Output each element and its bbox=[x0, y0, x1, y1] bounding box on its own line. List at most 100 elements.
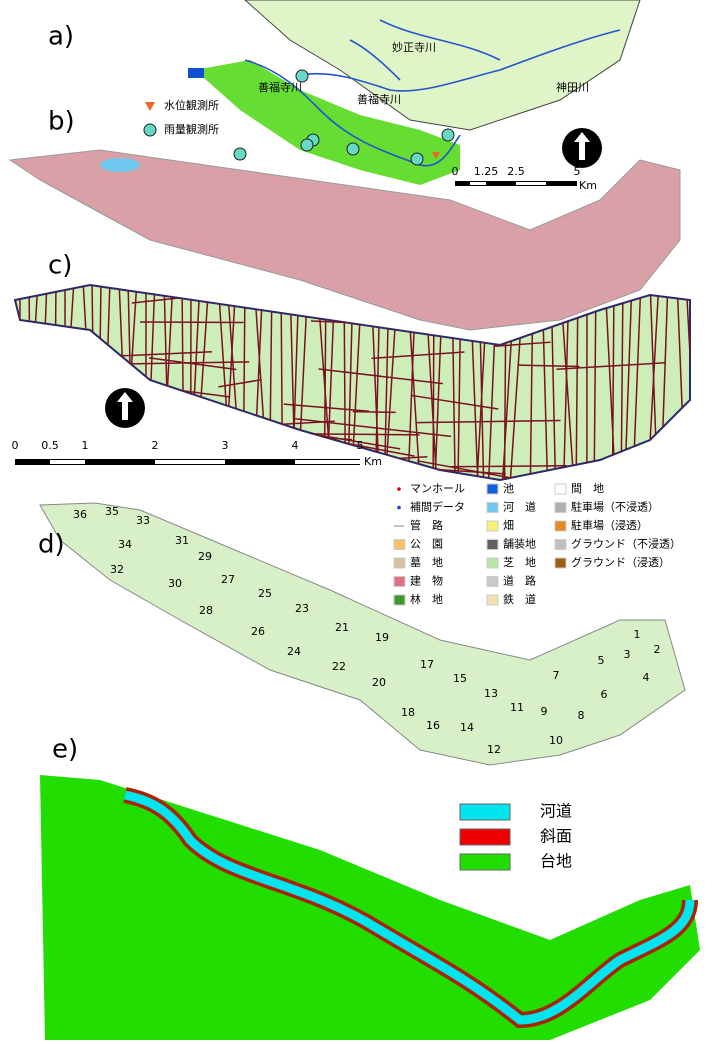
subcatchment-id: 36 bbox=[73, 508, 87, 521]
scale-label: 1.25 bbox=[474, 165, 499, 178]
legend-label: 芝 地 bbox=[503, 556, 536, 569]
pipe bbox=[35, 340, 94, 352]
legend-label: 鉄 道 bbox=[503, 592, 536, 606]
legend-label: 台地 bbox=[540, 852, 572, 871]
legend-symbol bbox=[555, 558, 566, 568]
page: a)b)c)d)e)妙正寺川善福寺川善福寺川神田川水位観測所雨量観測所01.25… bbox=[0, 0, 715, 1044]
subcatchment-id: 1 bbox=[634, 628, 641, 641]
legend-label: 間 地 bbox=[571, 482, 604, 495]
subcatchment-id: 15 bbox=[453, 672, 467, 685]
legend-symbol bbox=[144, 124, 156, 136]
panel-label: e) bbox=[52, 735, 78, 765]
legend-label: 墓 地 bbox=[410, 556, 443, 569]
legend-label: 河 道 bbox=[503, 500, 536, 514]
scale-label: 3 bbox=[222, 439, 229, 452]
panel-label: c) bbox=[48, 251, 72, 281]
legend-symbol bbox=[555, 484, 566, 494]
scale-label: 0.5 bbox=[41, 439, 59, 452]
legend-label: 駐車場（浸透） bbox=[571, 518, 648, 532]
subcatchment-id: 7 bbox=[553, 669, 560, 682]
subcatchment-id: 10 bbox=[549, 734, 563, 747]
legend-symbol bbox=[487, 577, 498, 587]
scale-label: 2.5 bbox=[507, 165, 525, 178]
subcatchment-id: 34 bbox=[118, 538, 132, 551]
river-name: 妙正寺川 bbox=[392, 40, 436, 54]
legend-label: 斜面 bbox=[540, 827, 572, 846]
legend-symbol bbox=[394, 540, 405, 550]
legend-symbol bbox=[555, 503, 566, 513]
legend-label: 公 園 bbox=[410, 538, 443, 551]
legend-label: 水位観測所 bbox=[164, 98, 219, 112]
legend-label: 畑 bbox=[503, 519, 514, 532]
subcatchment-id: 2 bbox=[654, 643, 661, 656]
pipe bbox=[353, 412, 396, 413]
pipe bbox=[316, 317, 362, 318]
legend-symbol bbox=[460, 854, 510, 870]
legend-label: 建 物 bbox=[410, 574, 443, 588]
pipe bbox=[51, 427, 135, 432]
legend-label: 林 地 bbox=[410, 592, 443, 606]
panel-e-map bbox=[40, 775, 700, 1040]
subcatchment-id: 31 bbox=[175, 534, 189, 547]
legend-symbol bbox=[555, 540, 566, 550]
scale-label: 0 bbox=[452, 165, 459, 178]
scale-unit: Km bbox=[579, 179, 597, 192]
subcatchment-id: 4 bbox=[643, 671, 650, 684]
river-name: 神田川 bbox=[556, 80, 589, 94]
legend-symbol bbox=[487, 540, 498, 550]
legend-label: 道 路 bbox=[503, 574, 536, 588]
legend-symbol bbox=[487, 595, 498, 605]
subcatchment-id: 9 bbox=[541, 705, 548, 718]
subcatchment-id: 19 bbox=[375, 631, 389, 644]
subcatchment-id: 6 bbox=[601, 688, 608, 701]
scale-label: 4 bbox=[292, 439, 299, 452]
subcatchment-id: 32 bbox=[110, 563, 124, 576]
subcatchment-id: 24 bbox=[287, 645, 301, 658]
legend-symbol bbox=[394, 577, 405, 587]
legend-symbol bbox=[145, 102, 155, 111]
legend-symbol bbox=[397, 506, 401, 510]
legend-label: 管 路 bbox=[410, 518, 443, 532]
subcatchment-id: 33 bbox=[136, 514, 150, 527]
subcatchment-id: 28 bbox=[199, 604, 213, 617]
subcatchment-id: 12 bbox=[487, 743, 501, 756]
subcatchment-id: 5 bbox=[598, 654, 605, 667]
subcatchment-id: 23 bbox=[295, 602, 309, 615]
legend-symbol bbox=[487, 503, 498, 513]
pipe bbox=[450, 466, 567, 467]
subcatchment-id: 11 bbox=[510, 701, 524, 714]
scale-label: 5 bbox=[574, 165, 581, 178]
scale-label: 1 bbox=[82, 439, 89, 452]
pipe bbox=[344, 280, 345, 480]
subcatchment-id: 17 bbox=[420, 658, 434, 671]
legend-symbol bbox=[394, 558, 405, 568]
panel-label: a) bbox=[48, 22, 74, 52]
legend-symbol bbox=[487, 521, 498, 531]
river-name: 善福寺川 bbox=[258, 80, 302, 94]
subcatchment-id: 29 bbox=[198, 550, 212, 563]
pipe bbox=[324, 280, 326, 480]
legend-label: グラウンド（不浸透） bbox=[571, 537, 681, 551]
legend-label: 舗装地 bbox=[503, 537, 536, 551]
panel-label: b) bbox=[48, 107, 75, 137]
subcatchment-id: 21 bbox=[335, 621, 349, 634]
legend-label: 補間データ bbox=[410, 500, 465, 514]
legend-symbol bbox=[555, 521, 566, 531]
subcatchment-id: 22 bbox=[332, 660, 346, 673]
subcatchment-id: 35 bbox=[105, 505, 119, 518]
subcatchment-id: 14 bbox=[460, 721, 474, 734]
subcatchment-id: 13 bbox=[484, 687, 498, 700]
legend-label: マンホール bbox=[410, 482, 465, 495]
pond bbox=[100, 158, 140, 172]
subcatchment-id: 27 bbox=[221, 573, 235, 586]
legend-symbol bbox=[487, 484, 498, 494]
legend-symbol bbox=[394, 595, 405, 605]
scale-label: 0 bbox=[12, 439, 19, 452]
legend-label: 河道 bbox=[540, 802, 572, 821]
legend-label: 池 bbox=[503, 482, 514, 495]
scale-unit: Km bbox=[364, 455, 382, 468]
subcatchment-id: 30 bbox=[168, 577, 182, 590]
subcatchment-id: 26 bbox=[251, 625, 265, 638]
panel-label: d) bbox=[38, 530, 65, 560]
legend-symbol bbox=[460, 804, 510, 820]
